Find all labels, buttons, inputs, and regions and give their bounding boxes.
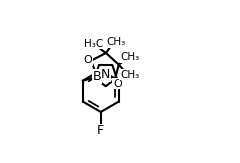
- Text: CH₃: CH₃: [106, 37, 126, 47]
- Text: N: N: [101, 68, 110, 81]
- Text: B: B: [93, 70, 102, 83]
- Text: H₃C: H₃C: [84, 39, 103, 49]
- Text: F: F: [97, 124, 104, 137]
- Text: O: O: [83, 55, 92, 65]
- Text: CH₃: CH₃: [120, 70, 139, 80]
- Text: O: O: [113, 79, 122, 89]
- Text: CH₃: CH₃: [121, 52, 140, 62]
